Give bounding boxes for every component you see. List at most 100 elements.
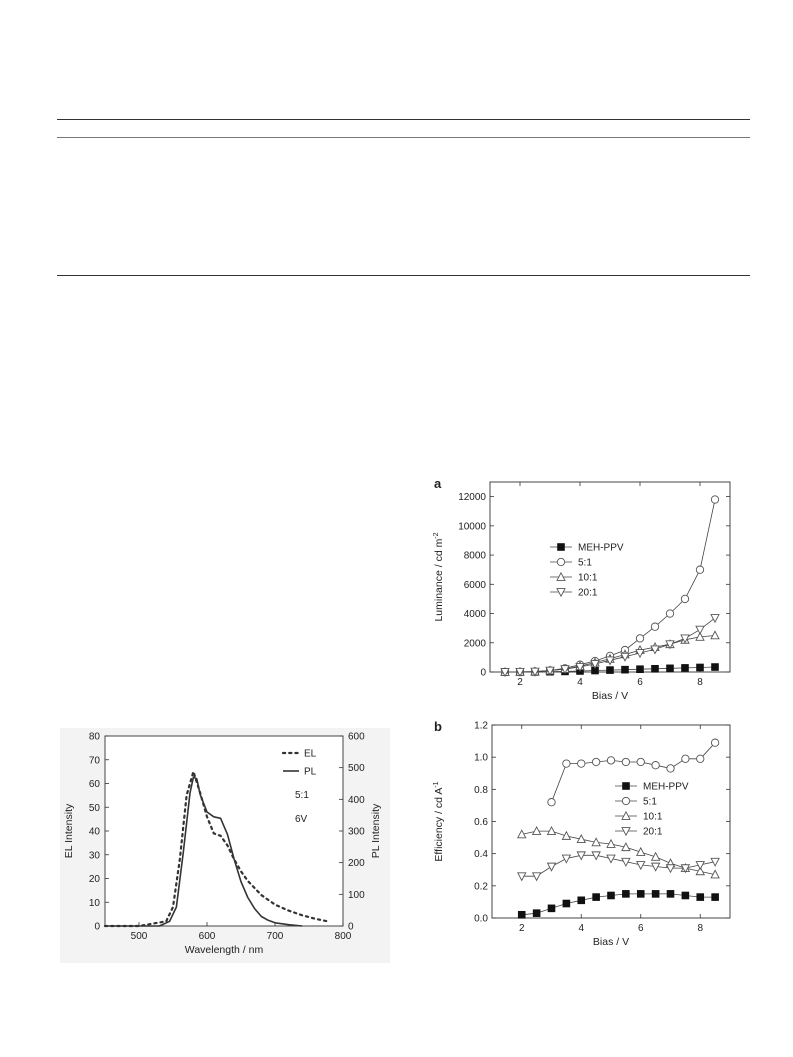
data-point: [606, 838, 616, 848]
y2-tick-label: 200: [348, 858, 365, 869]
data-point: [710, 495, 720, 504]
luminance-chart: 2 4 6 8 0 2000 4000 6000 8000 10000 12000 a Bias / V…: [433, 476, 731, 702]
y-tick-label: 0.2: [474, 881, 488, 892]
data-point: [621, 857, 631, 867]
x-tick-label: 6: [637, 677, 643, 688]
data-point: [681, 891, 690, 900]
y2-tick-label: 500: [348, 763, 365, 774]
data-point: [561, 830, 572, 840]
series-line-PL: [105, 776, 303, 927]
y-tick-label: 40: [89, 827, 101, 838]
data-point: [577, 896, 586, 905]
y-tick-label: 1.2: [474, 721, 488, 732]
legend-marker: [556, 588, 566, 598]
data-point: [680, 864, 691, 874]
legend-marker: [557, 543, 565, 551]
data-point: [681, 664, 689, 672]
data-point: [636, 757, 645, 767]
data-point: [530, 667, 540, 677]
data-point: [532, 909, 541, 917]
x-tick-label: 600: [199, 931, 216, 942]
y-tick-label: 10: [89, 898, 101, 909]
panel-label: a: [434, 476, 442, 491]
data-point: [636, 890, 645, 898]
data-point: [695, 861, 705, 871]
spectrum-plot-area: 500 600 700 8000102030405060708001002003004…: [63, 732, 382, 957]
y-axis-title-superscript: -2: [433, 532, 440, 538]
plot-frame: [491, 724, 731, 919]
data-point: [636, 861, 646, 871]
efficiency-plot-area: 2 4 6 8 0.0 0.2 0.4 0.6 0.8 1.0 1.2 b Bias / V Effici…: [433, 719, 731, 948]
legend-marker: [621, 796, 631, 806]
data-point: [696, 663, 704, 672]
legend-label-0: EL: [304, 749, 317, 760]
data-point: [695, 565, 705, 574]
data-point: [650, 622, 660, 631]
data-point: [546, 862, 557, 872]
data-point: [620, 652, 630, 662]
y-tick-label: 8000: [464, 551, 487, 562]
data-point: [710, 630, 720, 640]
data-point: [650, 862, 661, 872]
data-point: [710, 857, 720, 867]
data-point: [531, 825, 542, 836]
series-line-EL: [103, 770, 331, 928]
data-point: [651, 890, 660, 898]
data-point: [635, 634, 645, 643]
data-point: [681, 754, 690, 763]
data-point: [561, 854, 572, 864]
y-tick-label: 70: [89, 755, 101, 766]
data-point: [710, 614, 720, 624]
data-point: [650, 645, 660, 655]
x-axis-title: Bias / V: [593, 936, 629, 948]
data-point: [517, 829, 527, 839]
data-point: [592, 893, 600, 901]
y-tick-label: 4000: [464, 609, 487, 620]
panel-label: b: [434, 719, 442, 734]
y2-tick-label: 600: [348, 732, 365, 743]
y2-tick-label: 100: [348, 890, 365, 901]
x-tick-label: 500: [131, 931, 148, 942]
data-point: [547, 798, 556, 807]
legend-label-1: 5:1: [578, 558, 592, 569]
legend-marker: [621, 810, 631, 820]
y-axis-title: Luminance / cd m-2: [433, 532, 445, 621]
data-point: [607, 891, 615, 900]
legend-note-1: 6V: [295, 814, 308, 825]
series-line-5:1: [551, 742, 716, 803]
data-point: [651, 761, 660, 770]
data-point: [515, 668, 525, 678]
data-point: [680, 634, 690, 644]
data-point: [606, 666, 614, 674]
data-point: [606, 854, 616, 864]
data-point: [696, 754, 705, 763]
data-point: [695, 866, 705, 876]
legend-label-2: 10:1: [643, 812, 663, 823]
legend-label-0: MEH-PPV: [643, 782, 689, 793]
data-point: [577, 759, 586, 768]
data-point: [562, 899, 571, 908]
data-point: [650, 851, 661, 861]
x-axis-title: Wavelength / nm: [185, 944, 264, 956]
y-tick-label: 50: [89, 803, 101, 814]
x-tick-label: 800: [335, 931, 352, 942]
data-point: [666, 764, 675, 773]
efficiency-chart: 2 4 6 8 0.0 0.2 0.4 0.6 0.8 1.0 1.2 b Bias / V Effici…: [433, 719, 731, 948]
data-point: [517, 872, 527, 882]
data-point: [622, 890, 630, 898]
data-point: [591, 837, 601, 847]
x-tick-label: 8: [697, 677, 703, 688]
y2-tick-label: 0: [348, 922, 354, 933]
legend-label-0: MEH-PPV: [578, 543, 624, 554]
x-tick-label: 8: [697, 923, 703, 934]
data-point: [575, 663, 585, 673]
y-tick-label: 12000: [458, 492, 486, 503]
data-point: [710, 869, 720, 879]
table-top-rule: [57, 119, 750, 120]
y-axis-title-superscript: -1: [433, 781, 440, 787]
x-tick-label: 2: [519, 923, 525, 934]
y-tick-label: 0.4: [474, 849, 488, 860]
x-tick-label: 700: [267, 931, 284, 942]
data-point: [636, 665, 644, 674]
legend-note-0: 5:1: [295, 790, 309, 801]
